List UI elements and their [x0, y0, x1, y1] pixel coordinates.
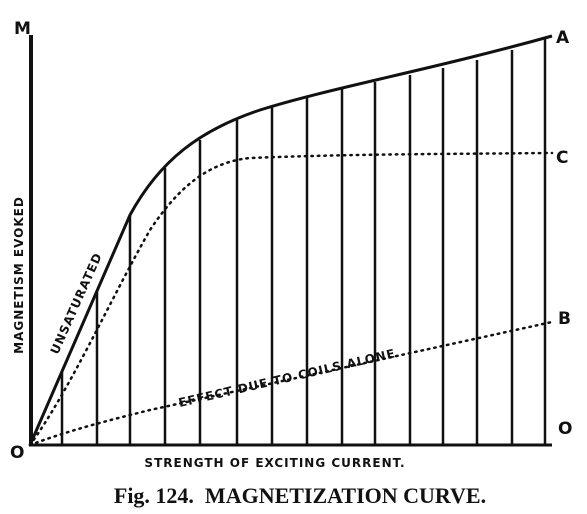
- label-a: A: [556, 28, 570, 48]
- label-c: C: [556, 148, 568, 168]
- iron-curve: [28, 151, 554, 447]
- label-origin: O: [10, 443, 24, 463]
- label-right-origin: O: [558, 419, 572, 439]
- coils-label: EFFECT DUE TO COILS ALONE: [177, 346, 397, 410]
- hatching: [60, 39, 547, 445]
- vertical-axis-title: MAGNETISM EVOKED: [12, 196, 26, 354]
- caption: Fig. 124. MAGNETIZATION CURVE.: [114, 483, 486, 508]
- label-m: M: [14, 19, 31, 39]
- label-b: B: [558, 309, 571, 329]
- magnetization-curve: [28, 34, 553, 446]
- horizontal-axis-title: STRENGTH OF EXCITING CURRENT.: [144, 456, 405, 470]
